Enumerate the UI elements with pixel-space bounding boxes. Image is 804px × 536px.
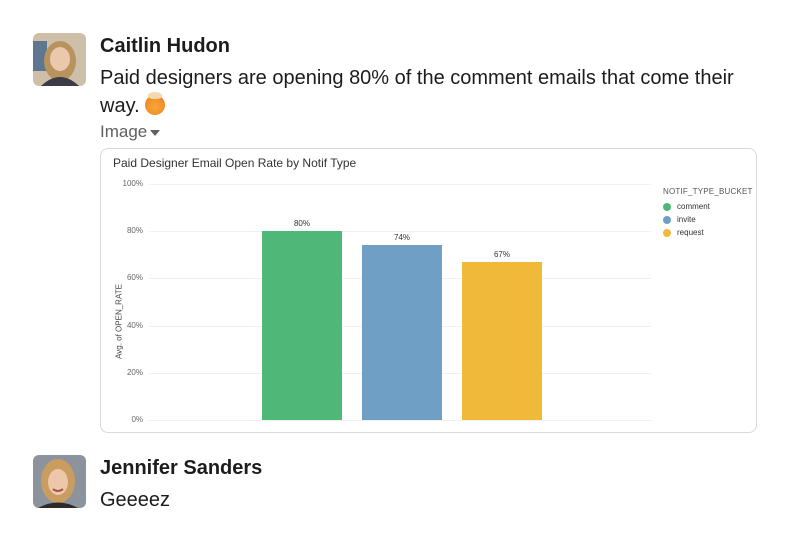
caret-down-icon (150, 130, 161, 136)
y-axis-label: Avg. of OPEN_RATE (114, 284, 124, 359)
y-tick: 100% (122, 179, 143, 188)
legend-title: NOTIF_TYPE_BUCKET (663, 187, 753, 196)
y-tick: 0% (131, 415, 143, 424)
y-tick: 60% (126, 273, 143, 282)
bar-request (462, 261, 542, 420)
legend-dot-icon (663, 228, 671, 237)
legend-item-comment: comment (663, 200, 753, 213)
bar-value-label: 67% (493, 249, 510, 259)
avatar-photo-icon (33, 33, 86, 86)
message-text: Geeeez (100, 489, 171, 511)
chart-legend: NOTIF_TYPE_BUCKET comment invite request (663, 187, 753, 239)
chart-image[interactable]: Paid Designer Email Open Rate by Notif T… (100, 148, 757, 433)
legend-dot-icon (663, 215, 671, 224)
gridline (149, 231, 651, 232)
image-attachment-toggle[interactable]: Image (100, 122, 161, 142)
bar-invite (362, 245, 442, 420)
y-tick: 20% (126, 368, 143, 377)
gridline (149, 420, 651, 421)
author-name[interactable]: Jennifer Sanders (100, 457, 263, 479)
avatar-photo-icon (33, 455, 86, 508)
avatar[interactable] (33, 33, 86, 86)
message-text: Paid designers are opening 80% of the co… (100, 67, 734, 117)
bar-comment (262, 231, 342, 420)
avatar[interactable] (33, 455, 86, 508)
gridline (149, 184, 651, 185)
y-tick: 80% (126, 226, 143, 235)
chart-title: Paid Designer Email Open Rate by Notif T… (113, 156, 357, 170)
bar-value-label: 74% (393, 233, 410, 243)
y-tick: 40% (126, 321, 143, 330)
author-name[interactable]: Caitlin Hudon (100, 35, 230, 57)
legend-item-invite: invite (663, 213, 753, 226)
bar-value-label: 80% (293, 219, 310, 229)
exploding-head-emoji-icon (145, 92, 166, 115)
legend-item-request: request (663, 226, 753, 239)
legend-dot-icon (663, 202, 671, 211)
